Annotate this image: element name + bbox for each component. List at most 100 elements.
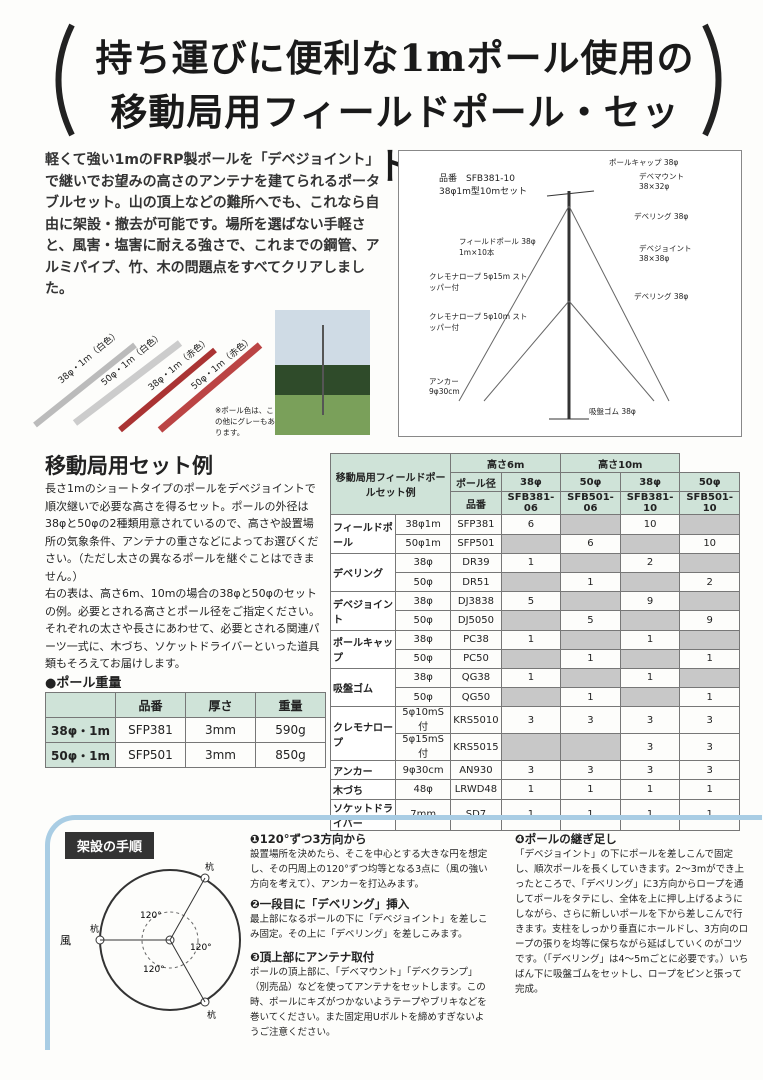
size-cell: 38φ1m xyxy=(395,514,452,535)
empty-cell xyxy=(619,571,681,593)
qty-cell: 3 xyxy=(679,733,740,762)
part-cell: AN930 xyxy=(450,760,502,781)
qty-cell: 1 xyxy=(679,687,740,708)
qty-cell: 1 xyxy=(560,779,621,800)
empty-cell xyxy=(560,552,621,573)
qty-cell: 3 xyxy=(619,760,681,781)
empty-cell xyxy=(560,514,621,535)
part-cell: LRWD48 xyxy=(450,779,502,800)
header-row: ポール径 38φ 50φ 38φ 50φ xyxy=(331,472,740,493)
row: ソケットドライバー 7mm SD7 1 1 1 1 xyxy=(329,798,740,831)
qty-cell: 3 xyxy=(679,760,740,781)
cell: 3mm xyxy=(185,717,256,743)
part-cell: DJ3838 xyxy=(450,591,502,612)
qty-cell: 1 xyxy=(560,571,621,593)
wind-label: 風 xyxy=(60,934,71,947)
size-cell: 5φ10mS付 xyxy=(395,706,452,735)
group-name: 木づち xyxy=(329,779,397,800)
size-cell: 50φ1m xyxy=(395,533,452,554)
header-row: 移動局用フィールドポールセット例 高さ6m 高さ10m xyxy=(329,452,740,516)
empty-cell xyxy=(500,571,562,593)
row: 38φ・1m SFP381 3mm 590g xyxy=(45,717,326,743)
header-cell: ポール径 xyxy=(450,472,502,493)
qty-cell: 1 xyxy=(679,798,740,831)
qty-cell: 1 xyxy=(560,798,621,831)
qty-cell: 1 xyxy=(500,798,562,831)
row: クレモナロープ 5φ10mS付 KRS5010 3 3 3 3 xyxy=(329,706,740,762)
row: アンカー 9φ30cm AN930 3 3 3 3 xyxy=(329,760,740,781)
title-line: 持ち運びに便利な1mポール使用の xyxy=(95,36,695,80)
empty-cell xyxy=(500,648,562,669)
intro-text: 軽くて強い1mのFRP製ポールを「デベジョイント」で継いでお望みの高さのアンテナ… xyxy=(45,152,381,297)
row: デベリング 38φ DR39 1 2 xyxy=(329,552,740,593)
qty-cell: 1 xyxy=(619,629,681,650)
qty-cell: 3 xyxy=(500,706,562,735)
cell: 38φ・1m xyxy=(45,717,116,743)
empty-cell xyxy=(679,629,740,650)
step: ❷一段目に「デベリング」挿入最上部になるポールの下に「デベジョイント」を差しこみ… xyxy=(250,897,490,942)
qty-cell: 2 xyxy=(679,571,740,593)
step-title: ❷一段目に「デベリング」挿入 xyxy=(250,897,410,911)
cell: SFP381 xyxy=(115,717,186,743)
part-label: フィールドポール 38φ 1m×10本 xyxy=(459,237,536,257)
part-cell: PC38 xyxy=(450,629,502,650)
qty-cell: 1 xyxy=(619,667,681,689)
part-cell: DR51 xyxy=(450,571,502,593)
empty-cell xyxy=(679,552,740,573)
row: 50φ1m SFP501 6 10 xyxy=(331,533,740,554)
weight-title: ●ポール重量 xyxy=(45,676,122,691)
empty-cell xyxy=(500,733,562,762)
part-label: アンカー 9φ30cm xyxy=(429,377,460,396)
part-cell: DR39 xyxy=(450,552,502,573)
paragraph: 右の表は、高さ6m、10mの場合の38φと50φのセットの例。必要とされる高さと… xyxy=(45,587,320,670)
step: ❶120°ずつ3方向から 設置場所を決めたら、そこを中心とする大きな円を想定し、そ… xyxy=(250,832,490,892)
header-cell: 38φ xyxy=(619,472,681,493)
row: 吸盤ゴム 38φ QG38 1 1 xyxy=(329,667,740,708)
header-row: 品番 SFB381-06 SFB501-06 SFB381-10 SFB501-10 xyxy=(331,491,740,516)
header-cell: 品番 xyxy=(450,491,502,516)
step-body: 「デベジョイント」の下にポールを差しこんで固定し、順次ポールを長くしていきます。… xyxy=(515,849,749,995)
qty-cell: 1 xyxy=(500,629,562,650)
pole-note: ※ポール色は、この他にグレーもあります。 xyxy=(215,406,275,437)
empty-cell xyxy=(619,533,681,554)
qty-cell: 3 xyxy=(500,760,562,781)
part-cell: PC50 xyxy=(450,648,502,669)
group-name: デベリング xyxy=(329,552,397,593)
size-cell: 38φ xyxy=(395,629,452,650)
group-name: クレモナロープ xyxy=(329,706,397,762)
header-cell: SFB381-10 xyxy=(619,491,681,516)
qty-cell: 5 xyxy=(500,591,562,612)
part-cell: SFP501 xyxy=(450,533,502,554)
pole-photo xyxy=(33,310,370,435)
tower-diagram: 品番 SFB381-10 38φ1m型10mセット ポールキャップ 38φ デベ… xyxy=(398,150,742,437)
qty-cell: 9 xyxy=(619,591,681,612)
header-cell: 品番 xyxy=(115,692,186,718)
step-body: 設置場所を決めたら、そこを中心とする大きな円を想定し、その円周上の120°ずつ均… xyxy=(250,849,488,890)
size-cell: 50φ xyxy=(395,571,452,593)
paragraph: 長さ1mのショートタイプのポールをデベジョイントで順次継いで必要な高さを得るセッ… xyxy=(45,482,319,583)
header-cell: 50φ xyxy=(679,472,740,493)
group-name: ソケットドライバー xyxy=(329,798,397,831)
title-brackets xyxy=(55,23,722,137)
cell: 3mm xyxy=(185,742,256,768)
stake-label: 杭 xyxy=(205,861,214,873)
qty-cell: 6 xyxy=(500,514,562,535)
qty-cell: 3 xyxy=(560,706,621,735)
header-cell: 移動局用フィールドポールセット例 xyxy=(329,452,452,516)
row: 50φ QG50 1 1 xyxy=(331,687,740,708)
model-desc: 38φ1m型10mセット xyxy=(439,187,528,197)
header-cell: SFB501-10 xyxy=(679,491,740,516)
row: フィールドポール 38φ1m SFP381 6 10 xyxy=(329,514,740,554)
part-cell: QG38 xyxy=(450,667,502,689)
row: 50φ DR51 1 2 xyxy=(331,571,740,593)
part-cell: QG50 xyxy=(450,687,502,708)
stake-label: 杭 xyxy=(207,1009,216,1020)
size-cell: 38φ xyxy=(395,591,452,612)
step-body: 最上部になるポールの下に「デベジョイント」を差しこみ固定。その上に「デベリング」… xyxy=(250,914,488,940)
qty-cell: 9 xyxy=(679,610,740,631)
header-row: 品番 厚さ 重量 xyxy=(45,692,326,718)
model: 品番 SFB381-10 xyxy=(439,174,515,184)
empty-cell xyxy=(500,610,562,631)
qty-cell: 3 xyxy=(619,733,681,762)
row: 50φ DJ5050 5 9 xyxy=(331,610,740,631)
